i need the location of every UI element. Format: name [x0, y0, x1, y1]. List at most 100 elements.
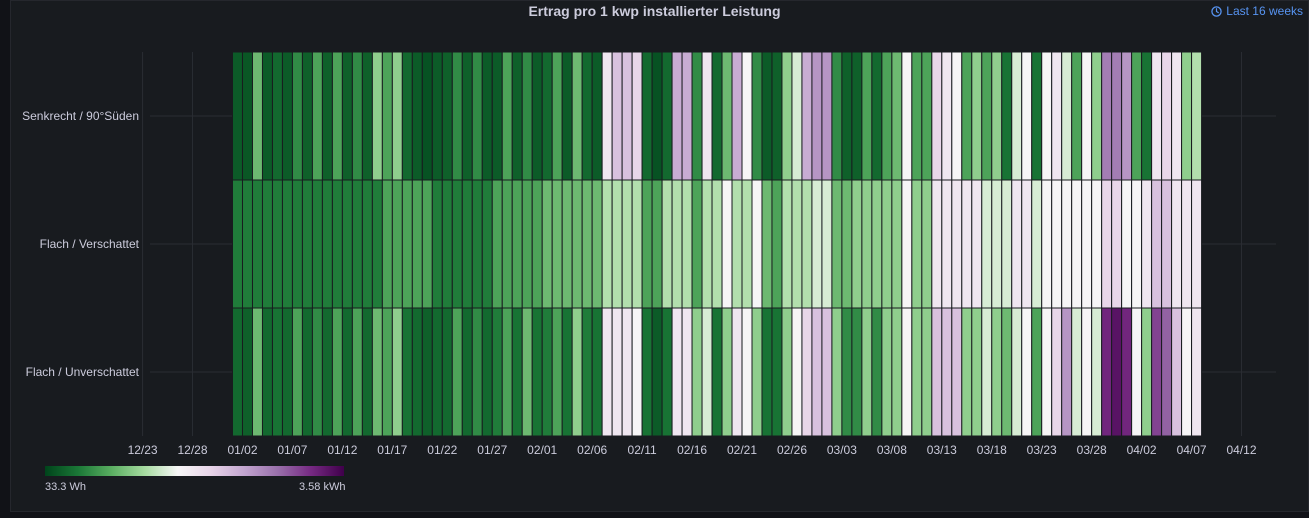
- heatmap-cell[interactable]: [841, 179, 853, 309]
- heatmap-cell[interactable]: [1041, 179, 1053, 309]
- heatmap-cell[interactable]: [551, 307, 563, 437]
- heatmap-cell[interactable]: [991, 51, 1003, 181]
- heatmap-cell[interactable]: [451, 51, 463, 181]
- heatmap-cell[interactable]: [751, 179, 763, 309]
- heatmap-cell[interactable]: [971, 179, 983, 309]
- heatmap-cell[interactable]: [351, 51, 363, 181]
- heatmap-cell[interactable]: [321, 179, 333, 309]
- heatmap-cell[interactable]: [761, 307, 773, 437]
- heatmap-cell[interactable]: [901, 307, 913, 437]
- heatmap-cell[interactable]: [661, 51, 673, 181]
- heatmap-cell[interactable]: [871, 179, 883, 309]
- heatmap-cell[interactable]: [311, 307, 323, 437]
- heatmap-cell[interactable]: [561, 51, 573, 181]
- heatmap-cell[interactable]: [491, 51, 503, 181]
- heatmap-cell[interactable]: [1151, 179, 1163, 309]
- heatmap-cell[interactable]: [971, 307, 983, 437]
- heatmap-cell[interactable]: [801, 51, 813, 181]
- heatmap-cell[interactable]: [831, 179, 843, 309]
- heatmap-cell[interactable]: [531, 307, 543, 437]
- heatmap-cell[interactable]: [681, 307, 693, 437]
- heatmap-cell[interactable]: [1151, 307, 1163, 437]
- heatmap-cell[interactable]: [1181, 51, 1193, 181]
- heatmap-cell[interactable]: [1041, 307, 1053, 437]
- heatmap-cell[interactable]: [351, 179, 363, 309]
- heatmap-cell[interactable]: [1121, 179, 1133, 309]
- heatmap-cell[interactable]: [631, 179, 643, 309]
- heatmap-cell[interactable]: [671, 179, 683, 309]
- heatmap-cell[interactable]: [1171, 307, 1183, 437]
- heatmap-cell[interactable]: [281, 307, 293, 437]
- heatmap-cell[interactable]: [361, 51, 373, 181]
- heatmap-cell[interactable]: [851, 307, 863, 437]
- heatmap-cell[interactable]: [261, 179, 273, 309]
- heatmap-cell[interactable]: [791, 179, 803, 309]
- heatmap-cell[interactable]: [331, 51, 343, 181]
- heatmap-cell[interactable]: [601, 307, 613, 437]
- heatmap-cell[interactable]: [551, 179, 563, 309]
- heatmap-cell[interactable]: [431, 179, 443, 309]
- heatmap-cell[interactable]: [232, 307, 243, 437]
- heatmap-cell[interactable]: [341, 307, 353, 437]
- heatmap-cell[interactable]: [451, 179, 463, 309]
- heatmap-cell[interactable]: [341, 179, 353, 309]
- heatmap-cell[interactable]: [1001, 179, 1013, 309]
- heatmap-cell[interactable]: [581, 179, 593, 309]
- heatmap-cell[interactable]: [581, 51, 593, 181]
- heatmap-cell[interactable]: [511, 307, 523, 437]
- heatmap-cell[interactable]: [651, 307, 663, 437]
- heatmap-cell[interactable]: [251, 179, 263, 309]
- heatmap-cell[interactable]: [501, 307, 513, 437]
- heatmap-cell[interactable]: [711, 179, 723, 309]
- heatmap-cell[interactable]: [701, 179, 713, 309]
- heatmap-cell[interactable]: [381, 179, 393, 309]
- heatmap-cell[interactable]: [1021, 51, 1033, 181]
- heatmap-cell[interactable]: [391, 51, 403, 181]
- heatmap-cell[interactable]: [591, 179, 603, 309]
- heatmap-cell[interactable]: [821, 51, 833, 181]
- heatmap-cell[interactable]: [601, 179, 613, 309]
- heatmap-cell[interactable]: [521, 179, 533, 309]
- heatmap-cell[interactable]: [571, 307, 583, 437]
- heatmap-cell[interactable]: [951, 179, 963, 309]
- heatmap-cell[interactable]: [701, 51, 713, 181]
- heatmap-cell[interactable]: [421, 307, 433, 437]
- heatmap-cell[interactable]: [571, 51, 583, 181]
- heatmap-cell[interactable]: [371, 307, 383, 437]
- heatmap-cell[interactable]: [341, 51, 353, 181]
- heatmap-cell[interactable]: [981, 307, 993, 437]
- heatmap-cell[interactable]: [661, 307, 673, 437]
- heatmap-cell[interactable]: [691, 179, 703, 309]
- heatmap-cell[interactable]: [811, 179, 823, 309]
- heatmap-cell[interactable]: [961, 51, 973, 181]
- heatmap-cell[interactable]: [232, 51, 243, 181]
- heatmap-cell[interactable]: [411, 179, 423, 309]
- heatmap-cell[interactable]: [1131, 307, 1143, 437]
- heatmap-cell[interactable]: [621, 51, 633, 181]
- heatmap-cell[interactable]: [881, 307, 893, 437]
- heatmap-cell[interactable]: [431, 51, 443, 181]
- heatmap-cell[interactable]: [1131, 51, 1143, 181]
- heatmap-cell[interactable]: [691, 307, 703, 437]
- heatmap-cell[interactable]: [421, 179, 433, 309]
- heatmap-cell[interactable]: [1151, 51, 1163, 181]
- heatmap-cell[interactable]: [981, 179, 993, 309]
- heatmap-cell[interactable]: [991, 179, 1003, 309]
- heatmap-cell[interactable]: [381, 307, 393, 437]
- heatmap-cell[interactable]: [901, 179, 913, 309]
- heatmap-cell[interactable]: [921, 307, 933, 437]
- heatmap-cell[interactable]: [251, 51, 263, 181]
- heatmap-cell[interactable]: [232, 179, 243, 309]
- heatmap-cell[interactable]: [371, 179, 383, 309]
- heatmap-cell[interactable]: [481, 51, 493, 181]
- heatmap-cell[interactable]: [871, 307, 883, 437]
- heatmap-cell[interactable]: [1051, 307, 1063, 437]
- heatmap-cell[interactable]: [831, 51, 843, 181]
- heatmap-cell[interactable]: [401, 179, 413, 309]
- heatmap-cell[interactable]: [641, 307, 653, 437]
- heatmap-cell[interactable]: [1091, 307, 1103, 437]
- heatmap-cell[interactable]: [1191, 179, 1203, 309]
- heatmap-cell[interactable]: [771, 51, 783, 181]
- heatmap-cell[interactable]: [931, 179, 943, 309]
- heatmap-cell[interactable]: [391, 179, 403, 309]
